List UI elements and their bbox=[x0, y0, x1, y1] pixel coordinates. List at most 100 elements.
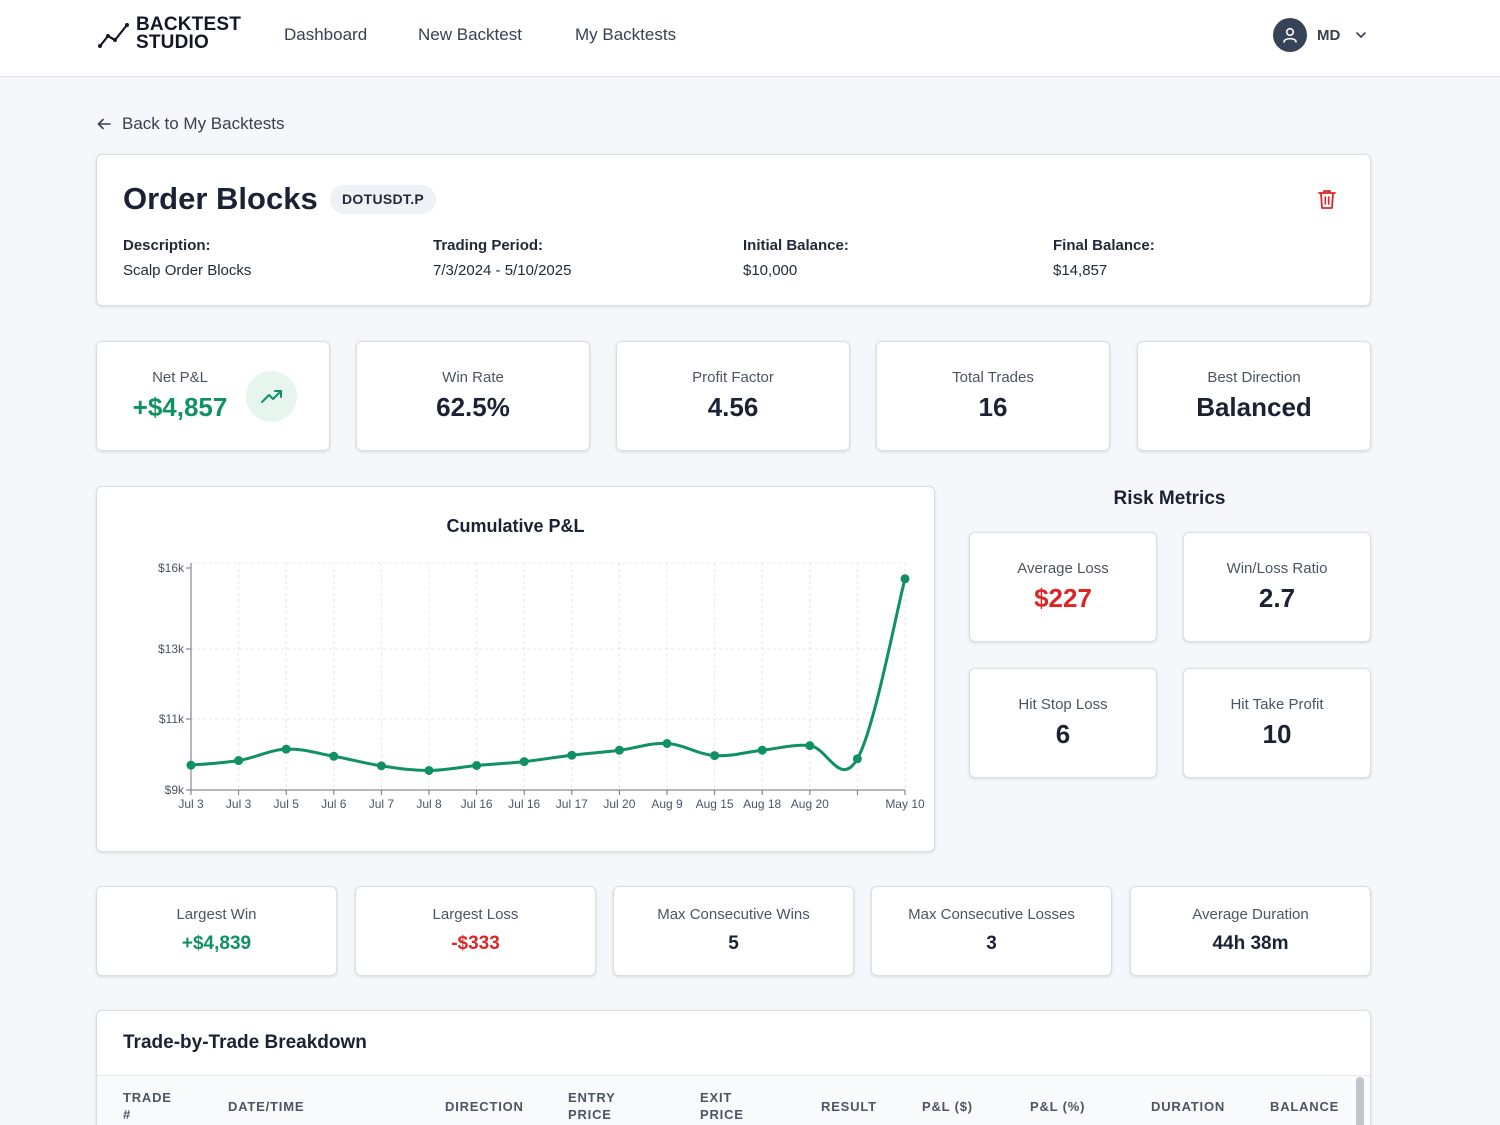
nav-my-backtests[interactable]: My Backtests bbox=[575, 25, 677, 44]
column-header-line: Duration bbox=[1151, 1099, 1226, 1114]
arrow-left-icon bbox=[97, 118, 111, 130]
user-icon bbox=[1283, 27, 1297, 43]
column-header-duration[interactable]: Duration bbox=[1151, 1098, 1225, 1115]
risk-metrics-heading: Risk Metrics bbox=[1113, 488, 1226, 509]
column-header-line: Date/Time bbox=[228, 1099, 305, 1114]
stat-card-max-consecutive-wins: Max Consecutive Wins 5 bbox=[613, 886, 854, 976]
nav-dashboard[interactable]: Dashboard bbox=[284, 25, 368, 44]
top-navigation: BACKTEST STUDIO Dashboard New Backtest M… bbox=[0, 0, 1500, 77]
x-tick-label: Aug 9 bbox=[651, 797, 683, 811]
column-header-date-time[interactable]: Date/Time bbox=[228, 1098, 304, 1115]
table-scrollbar[interactable] bbox=[1356, 1077, 1364, 1125]
data-point bbox=[519, 757, 529, 767]
description-label: Description: bbox=[123, 237, 211, 254]
risk-label: Win/Loss Ratio bbox=[1226, 560, 1328, 577]
chart-line-icon bbox=[98, 23, 129, 48]
trending-up-icon bbox=[260, 389, 282, 403]
table-header-row: Trade # Date/Time Direction Entry Price Ex… bbox=[97, 1075, 1370, 1125]
stat-label: Total Trades bbox=[952, 369, 1034, 386]
column-header-entry-price[interactable]: Entry Price bbox=[568, 1089, 616, 1123]
logo-text: BACKTEST STUDIO bbox=[136, 15, 241, 52]
column-header-line: Result bbox=[821, 1099, 877, 1114]
data-point bbox=[424, 765, 434, 775]
table-title: Trade-by-Trade Breakdown bbox=[123, 1032, 367, 1053]
column-header-line: # bbox=[123, 1107, 132, 1122]
back-to-my-backtests-link[interactable]: Back to My Backtests bbox=[96, 114, 285, 134]
nav-new-backtest[interactable]: New Backtest bbox=[418, 25, 522, 44]
risk-value: $227 bbox=[1034, 583, 1092, 613]
x-tick-label: Jul 20 bbox=[603, 797, 635, 811]
data-point bbox=[281, 744, 291, 754]
data-point bbox=[614, 745, 624, 755]
trash-icon bbox=[1318, 190, 1336, 209]
x-tick-label: Jul 16 bbox=[508, 797, 540, 811]
x-tick-label: Jul 8 bbox=[416, 797, 442, 811]
trading-period-label: Trading Period: bbox=[433, 237, 544, 254]
stat-value: +$4,839 bbox=[181, 933, 252, 954]
chevron-down-icon bbox=[1356, 32, 1367, 38]
stat-value: -$333 bbox=[451, 933, 500, 954]
data-point bbox=[900, 574, 910, 584]
stat-value: 16 bbox=[978, 392, 1008, 422]
column-header-pnl-dollar[interactable]: P&L ($) bbox=[922, 1098, 973, 1115]
column-header-line: Price bbox=[700, 1107, 744, 1122]
stat-value: 5 bbox=[728, 933, 739, 954]
stat-card-best-direction: Best Direction Balanced bbox=[1137, 341, 1371, 451]
x-tick-label: Jul 6 bbox=[321, 797, 347, 811]
x-tick-label: Jul 7 bbox=[369, 797, 395, 811]
backtest-summary-card: Order Blocks DOTUSDT.P Description: Scal… bbox=[96, 154, 1371, 306]
data-point bbox=[710, 751, 720, 761]
column-header-result[interactable]: Result bbox=[821, 1098, 877, 1115]
risk-card-hit-stop-loss: Hit Stop Loss 6 bbox=[969, 668, 1157, 778]
stat-label: Win Rate bbox=[442, 369, 504, 386]
trade-breakdown-card: Trade-by-Trade Breakdown Trade # Date/Tim… bbox=[96, 1010, 1371, 1125]
column-header-balance[interactable]: Balance bbox=[1270, 1098, 1339, 1115]
stat-card-total-trades: Total Trades 16 bbox=[876, 341, 1110, 451]
y-tick-label: $13k bbox=[158, 642, 185, 656]
data-point bbox=[852, 754, 862, 764]
risk-value: 10 bbox=[1262, 719, 1292, 749]
stat-value: 62.5% bbox=[436, 392, 510, 422]
data-point bbox=[186, 760, 196, 770]
stat-label: Average Duration bbox=[1192, 906, 1309, 923]
back-link-label: Back to My Backtests bbox=[122, 114, 285, 133]
x-tick-label: Jul 17 bbox=[556, 797, 588, 811]
data-point bbox=[805, 741, 815, 751]
column-header-trade[interactable]: Trade # bbox=[123, 1089, 172, 1123]
column-header-line: Trade bbox=[123, 1090, 172, 1105]
user-menu[interactable]: MD bbox=[1273, 18, 1368, 52]
trend-badge bbox=[246, 371, 297, 422]
series-line bbox=[190, 578, 907, 772]
user-initials: MD bbox=[1317, 26, 1341, 44]
page-title: Order Blocks bbox=[123, 181, 318, 216]
stat-value: Balanced bbox=[1196, 392, 1312, 422]
stat-value: +$4,857 bbox=[132, 392, 228, 422]
stat-label: Max Consecutive Wins bbox=[657, 906, 810, 923]
cumulative-pnl-chart[interactable]: $9k $11k $13k $16k Jul 3 Jul 3 Jul 5 Jul 6 Jul 7… bbox=[97, 487, 934, 851]
data-point bbox=[662, 738, 672, 748]
initial-balance-value: $10,000 bbox=[743, 262, 798, 279]
column-header-pnl-percent[interactable]: P&L (%) bbox=[1030, 1098, 1085, 1115]
app-logo[interactable]: BACKTEST STUDIO bbox=[98, 15, 241, 52]
final-balance-label: Final Balance: bbox=[1053, 237, 1155, 254]
stat-label: Largest Loss bbox=[432, 906, 519, 923]
column-header-line: Balance bbox=[1270, 1099, 1340, 1114]
x-tick-label: Jul 16 bbox=[461, 797, 493, 811]
data-point bbox=[329, 751, 339, 761]
risk-label: Average Loss bbox=[1017, 560, 1109, 577]
column-header-direction[interactable]: Direction bbox=[445, 1098, 524, 1115]
stat-label: Net P&L bbox=[152, 369, 208, 386]
data-point bbox=[567, 750, 577, 760]
risk-card-hit-take-profit: Hit Take Profit 10 bbox=[1183, 668, 1371, 778]
column-header-exit-price[interactable]: Exit Price bbox=[700, 1089, 744, 1123]
stat-card-average-duration: Average Duration 44h 38m bbox=[1130, 886, 1371, 976]
stat-label: Profit Factor bbox=[692, 369, 774, 386]
risk-card-win-loss-ratio: Win/Loss Ratio 2.7 bbox=[1183, 532, 1371, 642]
stat-value: 44h 38m bbox=[1212, 933, 1289, 954]
description-value: Scalp Order Blocks bbox=[123, 262, 252, 279]
risk-card-average-loss: Average Loss $227 bbox=[969, 532, 1157, 642]
column-header-line: Exit bbox=[700, 1090, 733, 1105]
data-point bbox=[472, 761, 482, 771]
data-point bbox=[757, 745, 767, 755]
delete-backtest-button[interactable] bbox=[1317, 188, 1337, 213]
